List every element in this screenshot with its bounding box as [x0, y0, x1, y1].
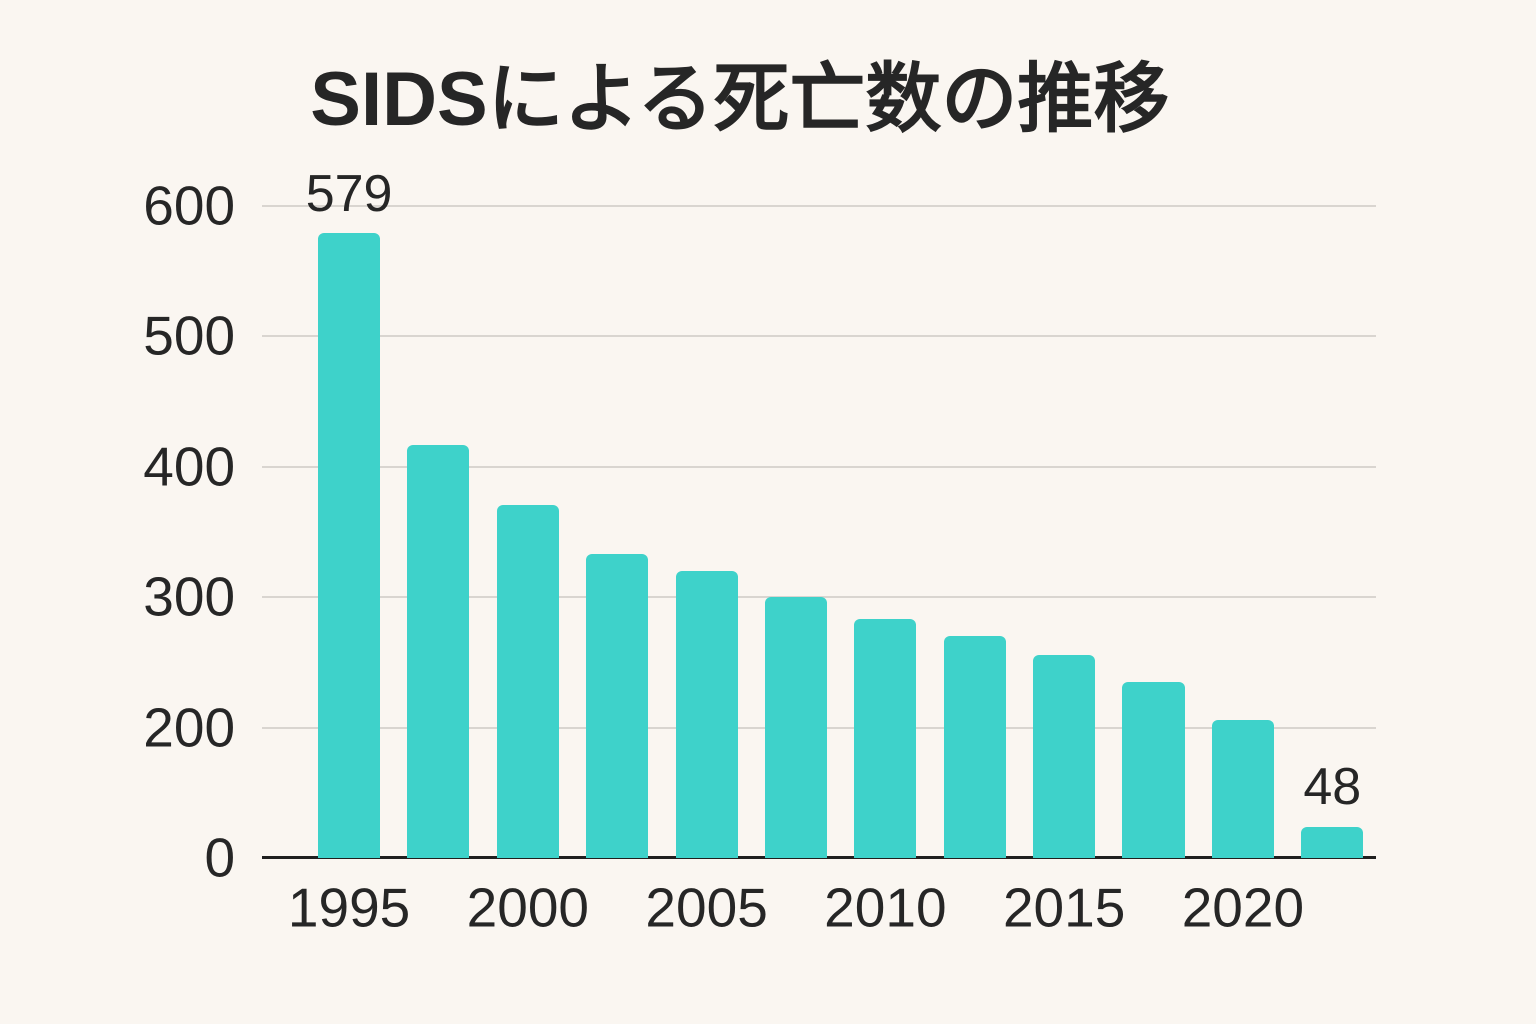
gridline [262, 465, 1377, 468]
bar [1122, 681, 1185, 858]
bar [943, 636, 1006, 858]
bar [1033, 654, 1096, 858]
x-axis-tick-label: 1995 [287, 876, 411, 939]
chart-title: SIDSによる死亡数の推移 [310, 57, 1170, 142]
bar-value-label: 48 [1303, 757, 1362, 816]
bar [675, 571, 738, 858]
bar [318, 233, 381, 858]
y-axis-tick-label: 0 [204, 826, 236, 889]
gridline [262, 205, 1377, 208]
bar [407, 444, 470, 858]
bar-value-label: 579 [305, 164, 393, 223]
bar [854, 619, 917, 858]
y-axis-tick-label: 600 [143, 174, 236, 237]
x-axis-line [262, 856, 1377, 860]
y-axis-tick-label: 500 [143, 304, 236, 367]
bar [496, 504, 559, 858]
y-axis-tick-label: 200 [143, 696, 236, 759]
bar [764, 597, 827, 858]
x-axis-tick-label: 2000 [466, 876, 590, 939]
x-axis-tick-label: 2010 [824, 876, 947, 939]
x-axis-tick-label: 2005 [645, 876, 768, 939]
bar [1301, 826, 1364, 858]
y-axis-tick-label: 400 [143, 435, 236, 498]
bar [586, 554, 649, 858]
bar [1211, 719, 1274, 858]
x-axis-tick-label: 2020 [1181, 876, 1305, 939]
plot-area: 600 500 400 300 200 0 579 48 1995 2000 2005 2010 201… [143, 168, 1377, 935]
gridline [262, 335, 1377, 338]
gridline [262, 596, 1377, 599]
y-axis-tick-label: 300 [143, 565, 236, 628]
x-axis-tick-label: 2015 [1002, 876, 1126, 939]
